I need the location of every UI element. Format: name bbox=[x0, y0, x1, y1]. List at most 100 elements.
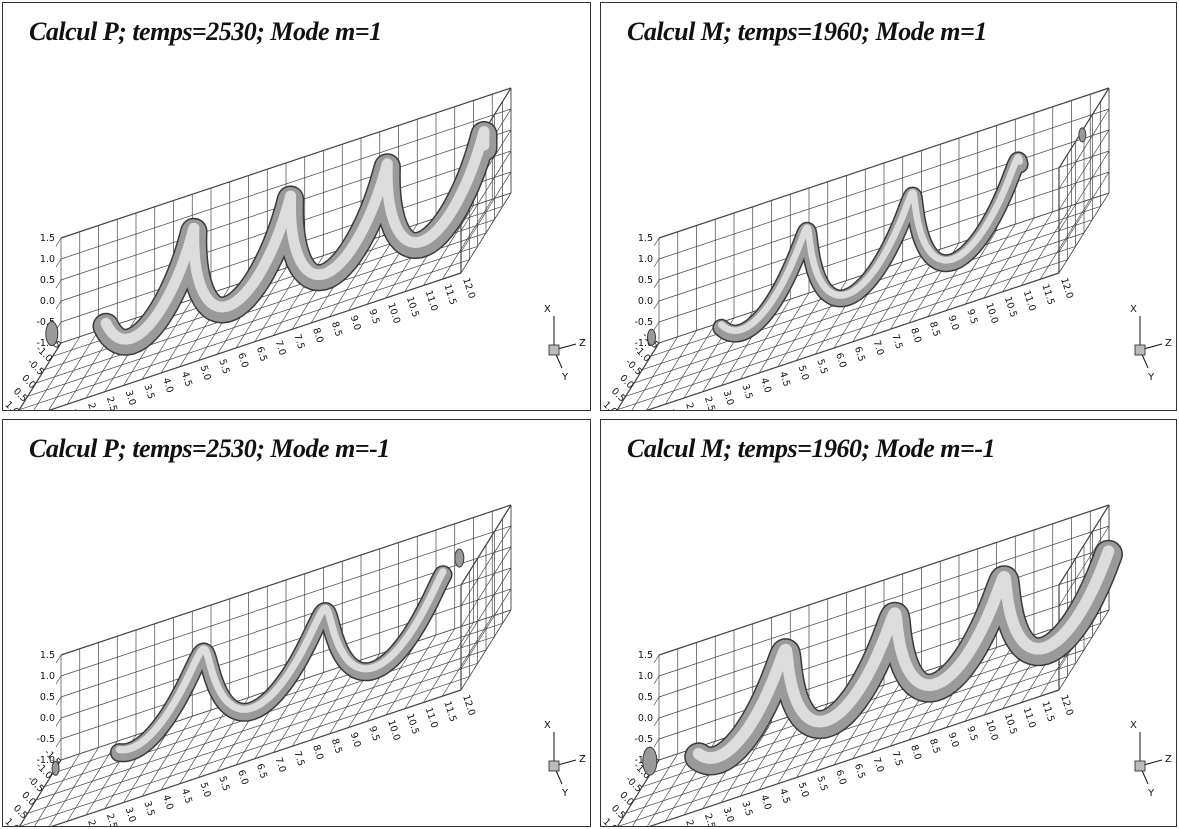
isosurface-fragment bbox=[1078, 127, 1087, 143]
x-tick-label: 9.0 bbox=[946, 314, 961, 332]
x-tick-label: 9.5 bbox=[366, 308, 381, 326]
x-tick-label: 4.5 bbox=[777, 787, 792, 805]
vertical-tick-label: 1.0 bbox=[40, 671, 55, 682]
vertical-tick-label: -0.5 bbox=[634, 734, 653, 745]
axis-triad: X Z Y bbox=[1130, 720, 1172, 799]
x-tick-label: 5.0 bbox=[198, 781, 213, 799]
panel-calcul-p-mode-1: 1.51.00.50.0-0.5-1.0-1.5-1.0-0.50.00.51.… bbox=[2, 2, 591, 411]
x-tick-label: 11.5 bbox=[441, 700, 458, 724]
isosurface-helix bbox=[712, 151, 1029, 343]
x-tick-label: 3.0 bbox=[123, 806, 138, 824]
x-tick-label: 4.5 bbox=[179, 370, 194, 388]
x-tick-label: 6.5 bbox=[254, 345, 269, 363]
x-tick-label: 5.0 bbox=[198, 364, 213, 382]
panel-title: Calcul M; temps=1960; Mode m=-1 bbox=[627, 434, 996, 463]
x-tick-label: 8.0 bbox=[908, 744, 923, 762]
x-tick-label: 3.5 bbox=[141, 383, 156, 401]
x-tick-label: 11.5 bbox=[1039, 283, 1056, 307]
vertical-tick-label: -1.0 bbox=[634, 338, 653, 349]
x-tick-label: 3.5 bbox=[739, 800, 754, 818]
x-tick-label: 4.0 bbox=[758, 377, 773, 395]
panel-title: Calcul P; temps=2530; Mode m=-1 bbox=[29, 434, 390, 463]
vertical-tick-label: 1.0 bbox=[40, 254, 55, 265]
axis-triad: X Z Y bbox=[1130, 304, 1172, 383]
x-tick-label: 7.0 bbox=[273, 756, 288, 774]
x-tick-label: 11.5 bbox=[441, 283, 458, 307]
x-tick-label: 11.0 bbox=[423, 706, 440, 730]
x-tick-label: 7.5 bbox=[889, 750, 904, 768]
vertical-tick-label: 0.0 bbox=[40, 296, 55, 307]
triad-y-label: Y bbox=[1147, 788, 1155, 799]
x-tick-label: 4.5 bbox=[179, 787, 194, 805]
panel-calcul-m-mode-minus-1: 1.51.00.50.0-0.5-1.0-1.5-1.0-0.50.00.51.… bbox=[600, 419, 1177, 827]
x-tick-label: 6.5 bbox=[254, 762, 269, 780]
x-tick-label: 5.5 bbox=[216, 775, 231, 793]
vertical-tick-label: 1.5 bbox=[40, 233, 55, 244]
x-tick-label: 3.0 bbox=[721, 806, 736, 824]
triad-x-label: X bbox=[1130, 304, 1137, 315]
x-tick-label: 8.0 bbox=[310, 744, 325, 762]
x-tick-label: 9.5 bbox=[964, 725, 979, 743]
x-tick-label: 6.0 bbox=[235, 352, 250, 370]
vertical-tick-label: 1.0 bbox=[638, 254, 653, 265]
triad-x-label: X bbox=[544, 720, 551, 731]
x-tick-label: 1.5 bbox=[664, 408, 679, 411]
vertical-tick-label: 1.5 bbox=[40, 650, 55, 661]
box-grid bbox=[616, 87, 1110, 410]
x-tick-label: 9.5 bbox=[366, 725, 381, 743]
x-tick-label: 10.5 bbox=[404, 712, 421, 736]
depth-tick-label: 1.0 bbox=[601, 816, 619, 827]
x-tick-label: 2.0 bbox=[85, 819, 100, 827]
vertical-tick-label: 1.5 bbox=[638, 233, 653, 244]
triad-y-label: Y bbox=[561, 372, 569, 383]
x-tick-label: 1.5 bbox=[66, 825, 81, 827]
axis-triad: X Z Y bbox=[544, 720, 586, 799]
x-tick-label: 10.5 bbox=[1002, 712, 1019, 736]
x-tick-label: 8.0 bbox=[310, 327, 325, 345]
x-tick-label: 12.0 bbox=[460, 277, 477, 301]
isosurface-helix bbox=[684, 539, 1123, 776]
vertical-tick-label: -0.5 bbox=[634, 317, 653, 328]
x-tick-label: 7.0 bbox=[871, 756, 886, 774]
x-tick-label: 10.5 bbox=[404, 295, 421, 319]
x-tick-label: 9.0 bbox=[348, 314, 363, 332]
triad-z-label: Z bbox=[579, 338, 586, 349]
x-tick-label: 3.5 bbox=[739, 383, 754, 401]
vertical-tick-label: 0.0 bbox=[638, 713, 653, 724]
x-tick-label: 10.0 bbox=[385, 719, 402, 743]
axis-triad: X Z Y bbox=[544, 304, 586, 383]
panel-calcul-m-mode-1: 1.51.00.50.0-0.5-1.0-1.5-1.0-0.50.00.51.… bbox=[600, 2, 1177, 411]
panel-title: Calcul M; temps=1960; Mode m=1 bbox=[627, 17, 987, 46]
x-tick-label: 4.0 bbox=[160, 794, 175, 812]
depth-tick-label: 1.0 bbox=[601, 399, 619, 411]
x-tick-label: 6.5 bbox=[852, 345, 867, 363]
x-tick-label: 9.0 bbox=[946, 731, 961, 749]
vertical-tick-label: 0.0 bbox=[638, 296, 653, 307]
x-tick-label: 1.5 bbox=[66, 408, 81, 411]
isosurface-fragment bbox=[454, 548, 465, 568]
triad-y-label: Y bbox=[1147, 372, 1155, 383]
vertical-tick-label: -1.0 bbox=[36, 755, 55, 766]
triad-z-label: Z bbox=[1165, 754, 1172, 765]
x-tick-label: 4.5 bbox=[777, 370, 792, 388]
x-tick-label: 11.5 bbox=[1039, 700, 1056, 724]
depth-tick-label: 1.0 bbox=[3, 399, 21, 411]
triad-z-label: Z bbox=[579, 754, 586, 765]
x-tick-label: 5.5 bbox=[216, 358, 231, 376]
x-tick-label: 2.0 bbox=[683, 402, 698, 411]
x-tick-label: 7.0 bbox=[871, 339, 886, 357]
triad-y-label: Y bbox=[561, 788, 569, 799]
x-tick-label: 5.0 bbox=[796, 781, 811, 799]
x-tick-label: 12.0 bbox=[460, 694, 477, 718]
x-tick-label: 4.0 bbox=[758, 794, 773, 812]
vertical-tick-label: 0.0 bbox=[40, 713, 55, 724]
x-tick-label: 8.5 bbox=[927, 737, 942, 755]
x-tick-label: 5.5 bbox=[814, 358, 829, 376]
x-tick-label: 7.5 bbox=[291, 333, 306, 351]
triad-z-label: Z bbox=[1165, 338, 1172, 349]
x-tick-label: 8.0 bbox=[908, 327, 923, 345]
x-tick-label: 3.5 bbox=[141, 800, 156, 818]
x-tick-label: 6.0 bbox=[833, 352, 848, 370]
x-tick-label: 2.0 bbox=[683, 819, 698, 827]
vertical-tick-label: 0.5 bbox=[40, 692, 55, 703]
